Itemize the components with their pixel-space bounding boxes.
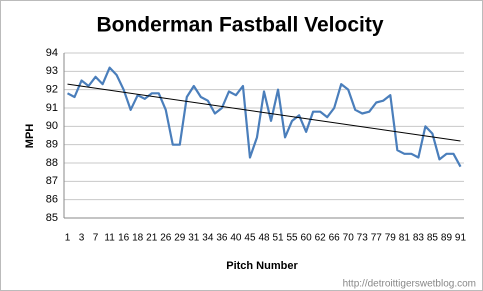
x-tick-label: 45 [244,233,256,244]
x-tick-label: 40 [230,233,242,244]
y-tick-label: 90 [46,120,58,132]
x-axis-title: Pitch Number [226,260,298,272]
x-tick-label: 11 [104,233,115,244]
x-tick-label: 85 [427,233,439,244]
x-tick-label: 89 [441,233,453,244]
x-tick-label: 79 [385,233,397,244]
y-tick-label: 91 [46,102,58,114]
x-tick-label: 55 [287,233,299,244]
y-tick-label: 88 [46,157,58,169]
x-tick-label: 3 [79,233,85,244]
x-tick-label: 21 [146,233,158,244]
x-tick-label: 77 [371,233,383,244]
y-tick-label: 89 [46,139,58,151]
x-tick-label: 7 [93,233,99,244]
x-tick-label: 16 [118,233,130,244]
x-tick-label: 36 [216,233,228,244]
y-tick-label: 93 [46,65,58,77]
x-tick-label: 51 [272,233,284,244]
x-tick-label: 66 [329,233,341,244]
x-tick-label: 91 [455,233,467,244]
y-tick-label: 86 [46,194,58,206]
x-tick-label: 48 [258,233,270,244]
x-tick-label: 73 [357,233,369,244]
x-tick-label: 34 [202,233,214,244]
x-tick-label: 31 [188,233,200,244]
x-tick-label: 62 [315,233,327,244]
x-tick-label: 60 [301,233,313,244]
y-axis-title: MPH [24,124,36,149]
x-tick-label: 29 [174,233,186,244]
x-tick-label: 18 [132,233,144,244]
y-tick-label: 85 [46,212,58,224]
x-tick-label: 83 [413,233,425,244]
trendline [67,83,461,142]
watermark: http://detroittigerswetblog.com [343,279,476,290]
x-tick-label: 81 [399,233,411,244]
x-tick-label: 26 [160,233,172,244]
y-tick-label: 94 [46,47,58,59]
x-tick-label: 1 [65,233,71,244]
x-tick-label: 70 [343,233,355,244]
chart-title: Bonderman Fastball Velocity [96,14,383,37]
y-tick-label: 92 [46,84,58,96]
y-tick-label: 87 [46,175,58,187]
